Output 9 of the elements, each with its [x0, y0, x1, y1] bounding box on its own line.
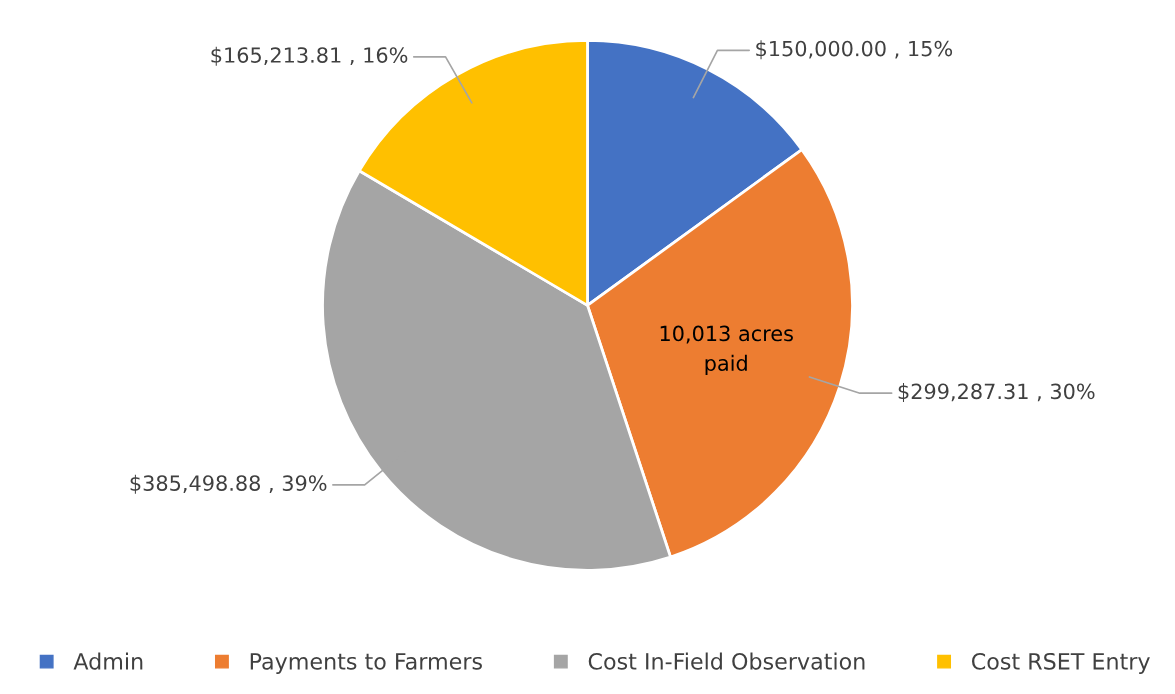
legend-label: Admin [73, 652, 143, 670]
legend-label: Cost In-Field Observation [588, 652, 865, 670]
data-label: $299,287.31 , 30% [898, 383, 1095, 402]
data-label: $385,498.88 , 39% [130, 474, 327, 494]
legend-label: Cost RSET Entry [971, 652, 1150, 674]
text: 10,013 acres paid [660, 325, 793, 375]
data-label: $150,000.00 , 15% [756, 40, 953, 60]
legend-label: Payments to Farmers [250, 653, 482, 674]
data-label: $165,213.81 , 16% [211, 46, 408, 66]
